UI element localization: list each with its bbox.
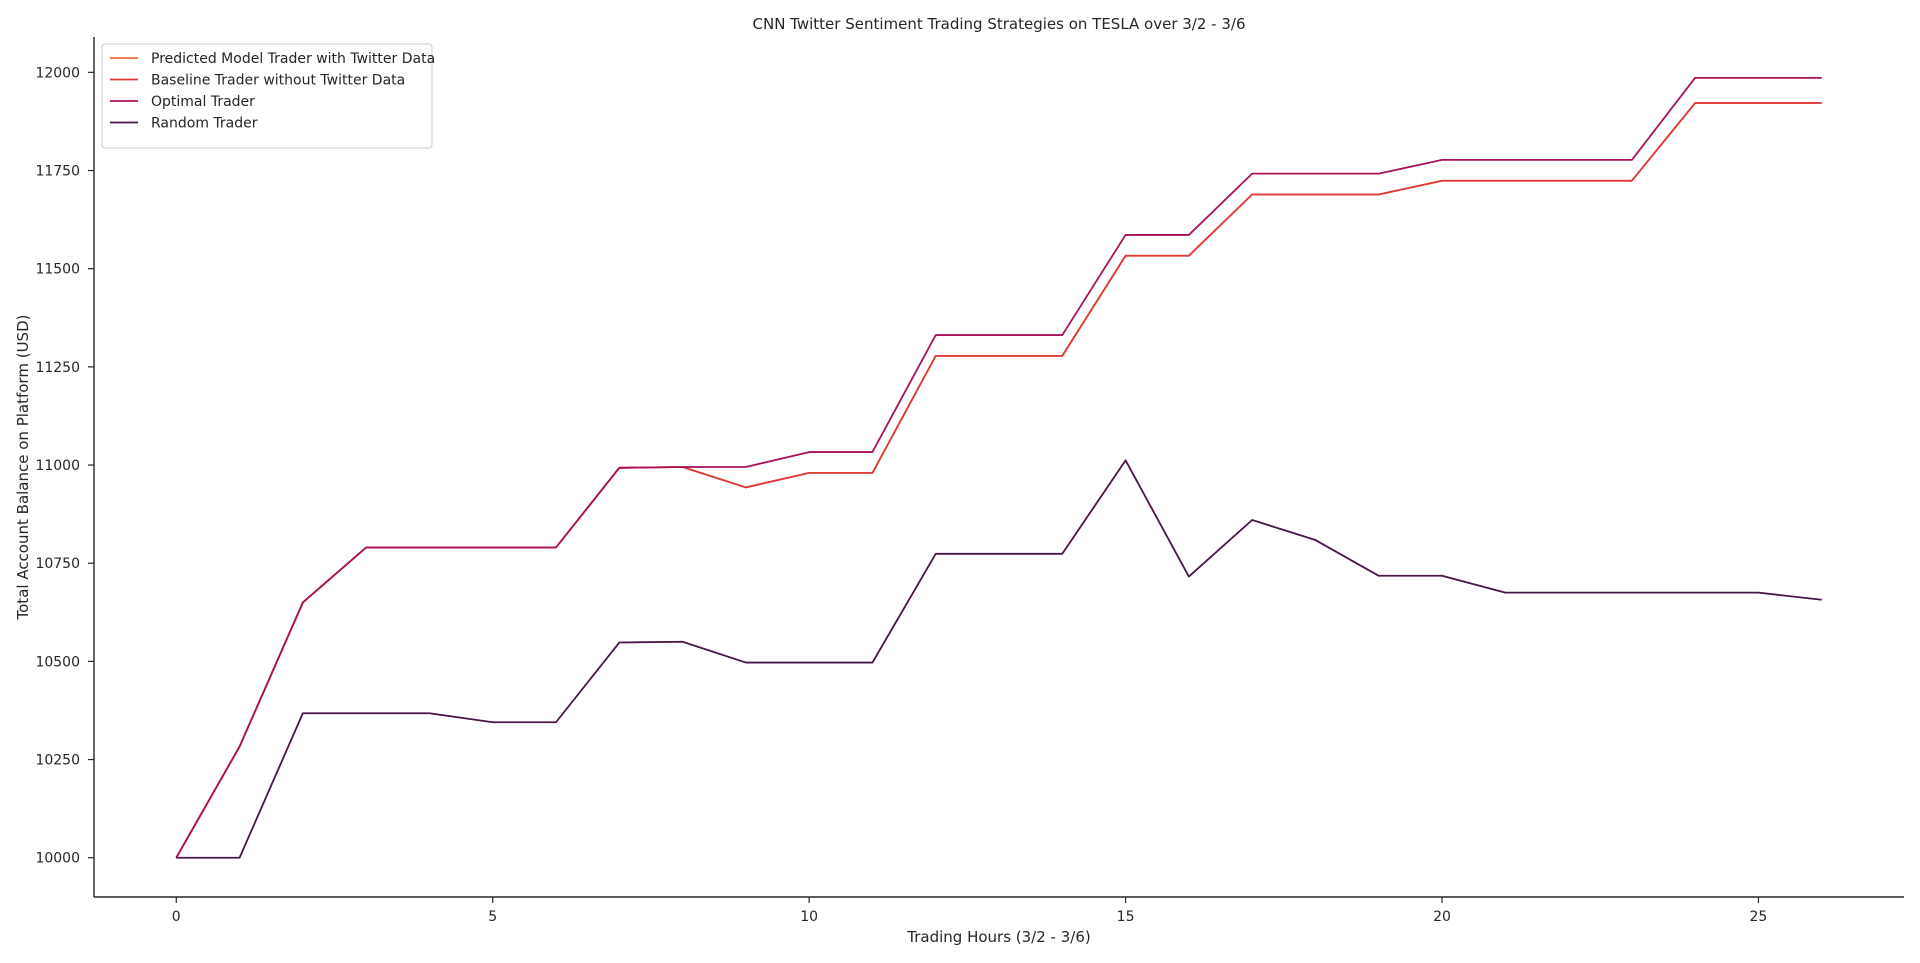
- y-tick-label: 10000: [35, 851, 80, 867]
- series-line-3: [175, 76, 1822, 859]
- x-tick-label: 15: [1117, 909, 1135, 925]
- y-tick-label: 11500: [35, 262, 80, 278]
- legend-label: Optimal Trader: [151, 94, 255, 110]
- x-tick-label: 5: [488, 909, 497, 925]
- y-tick-label: 11000: [35, 458, 80, 474]
- series-line-2: [175, 102, 1822, 859]
- y-tick-label: 12000: [35, 65, 80, 81]
- x-tick-label: 25: [1750, 909, 1768, 925]
- x-ticks: 0 5 10 15 20 25: [172, 897, 1768, 925]
- legend: Predicted Model Trader with Twitter Data…: [101, 43, 435, 149]
- y-tick-label: 11750: [35, 164, 80, 180]
- legend-label: Baseline Trader without Twitter Data: [151, 73, 405, 89]
- legend-frame: [101, 43, 433, 149]
- y-tick-label: 10750: [35, 556, 80, 572]
- legend-label: Predicted Model Trader with Twitter Data: [151, 51, 435, 67]
- x-axis-title: Trading Hours (3/2 - 3/6): [906, 928, 1090, 946]
- y-tick-label: 11250: [35, 360, 80, 376]
- y-tick-label: 10250: [35, 753, 80, 769]
- y-ticks: 10000 10250 10500 10750 11000 11250 11500 11750…: [35, 65, 94, 867]
- series-line-1: [175, 102, 1822, 859]
- y-axis-title: Total Account Balance on Platform (USD): [14, 315, 32, 621]
- y-tick-label: 10500: [35, 654, 80, 670]
- series-lines: [175, 76, 1822, 859]
- x-tick-label: 20: [1433, 909, 1451, 925]
- series-line-4: [176, 459, 1822, 859]
- chart-title: CNN Twitter Sentiment Trading Strategies…: [753, 15, 1246, 33]
- legend-label: Random Trader: [151, 116, 258, 132]
- x-tick-label: 0: [172, 909, 181, 925]
- x-tick-label: 10: [800, 909, 818, 925]
